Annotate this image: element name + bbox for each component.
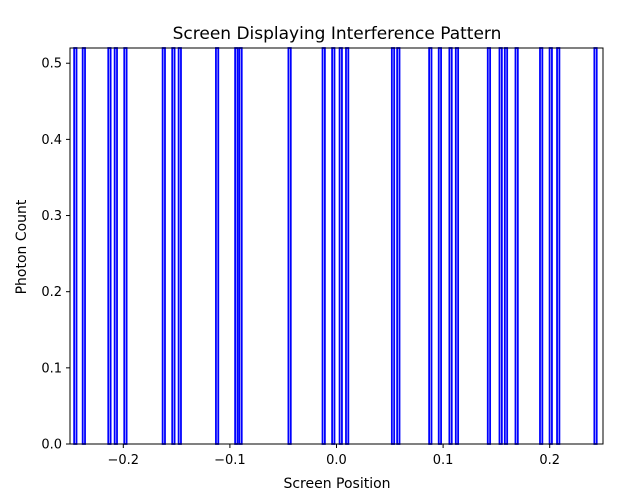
plot-area	[73, 47, 598, 445]
x-axis-label: Screen Position	[283, 476, 390, 492]
chart-title: Screen Displaying Interference Pattern	[173, 24, 502, 44]
bar	[73, 47, 78, 445]
y-tick-label: 0.0	[41, 438, 62, 453]
bar	[81, 47, 86, 445]
bar	[331, 47, 336, 445]
y-axis-label: Photon Count	[14, 199, 30, 294]
bar	[593, 47, 598, 445]
bar	[486, 47, 492, 445]
bar	[234, 47, 239, 445]
axes-frame	[69, 47, 604, 445]
bar	[215, 47, 220, 445]
y-tick-label: 0.1	[41, 361, 62, 376]
x-axis: −0.2 −0.1 0.0 0.1 0.2	[108, 444, 560, 468]
bar	[503, 47, 509, 445]
bar	[454, 47, 460, 445]
bar	[548, 47, 553, 445]
x-tick-label: 0.2	[539, 453, 560, 468]
y-tick-label: 0.5	[41, 57, 62, 72]
bar	[396, 47, 401, 445]
x-tick-label: 0.0	[326, 453, 347, 468]
axes-border	[69, 47, 604, 445]
bar	[287, 47, 292, 445]
bar	[556, 47, 561, 445]
bar	[345, 47, 350, 445]
bar	[161, 47, 166, 445]
x-tick-label: −0.1	[214, 453, 246, 468]
bar	[448, 47, 453, 445]
bar	[123, 47, 128, 445]
bar	[390, 47, 396, 445]
bar	[539, 47, 544, 445]
y-tick-label: 0.3	[41, 209, 62, 224]
bar	[321, 47, 326, 445]
y-tick-label: 0.4	[41, 133, 62, 148]
bar	[113, 47, 118, 445]
bar	[514, 47, 519, 445]
bar	[498, 47, 503, 445]
bar	[238, 47, 243, 445]
bar	[437, 47, 442, 445]
y-tick-label: 0.2	[41, 285, 62, 300]
x-tick-label: 0.1	[433, 453, 454, 468]
bar	[338, 47, 343, 445]
bar	[428, 47, 433, 445]
x-tick-label: −0.2	[108, 453, 140, 468]
bar	[177, 47, 182, 445]
bar	[107, 47, 112, 445]
y-axis: 0.0 0.1 0.2 0.3 0.4 0.5	[41, 57, 70, 453]
bar	[171, 47, 176, 445]
